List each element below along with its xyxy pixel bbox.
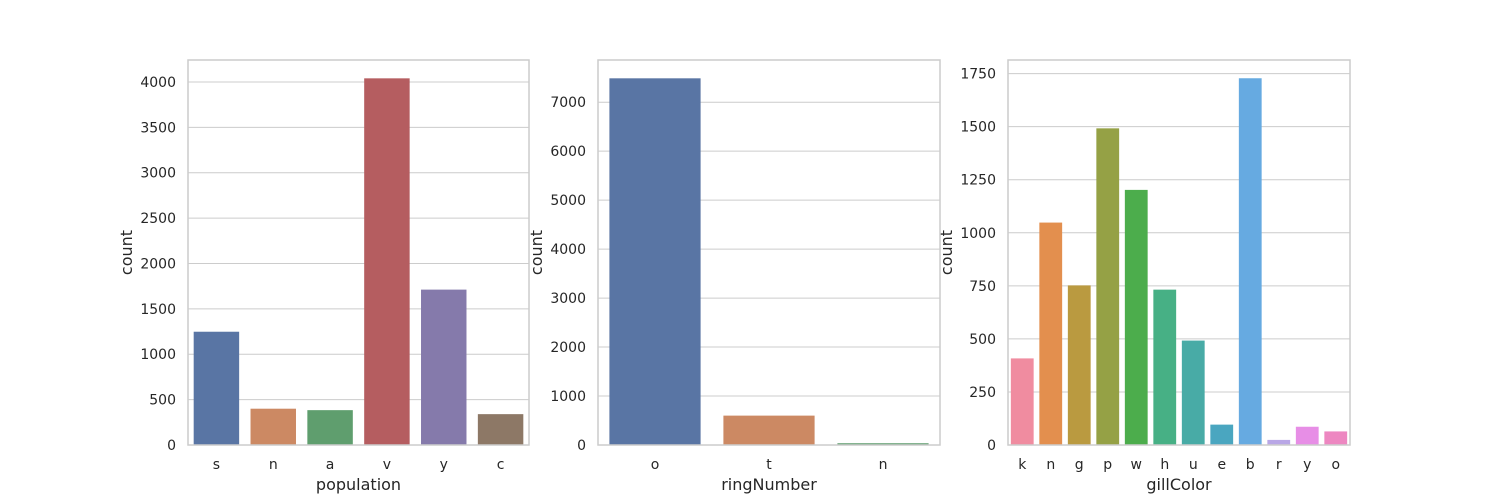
x-axis-label: gillColor [1146,475,1212,494]
y-tick-label: 3000 [550,291,586,307]
bar-s [193,331,240,445]
x-tick-label: a [326,457,335,473]
y-tick-label: 2500 [140,211,176,227]
y-tick-label: 1750 [960,67,996,83]
y-tick-label: 4000 [140,75,176,91]
x-tick-label: p [1103,457,1112,473]
bar-v [364,78,410,445]
bar-y [1295,426,1319,445]
x-tick-label: t [766,457,772,473]
bar-n [250,408,296,445]
y-tick-label: 3000 [140,166,176,182]
y-tick-label: 0 [987,438,996,454]
bar-e [1210,424,1234,445]
subplot-1: 0 500 1000 1500 2000 2500 3000 3500 4000 s n a v y c po… [117,59,530,494]
x-tick-label: e [1217,457,1226,473]
x-tick-label: s [213,457,220,473]
subplot-2: 0 1000 2000 3000 4000 5000 6000 7000 o t n ringNumb… [527,59,941,494]
bar-c [477,414,524,445]
bar-n [837,443,929,445]
x-tick-label: b [1246,457,1255,473]
axes-frame [1007,59,1351,446]
y-tick-label: 1000 [140,347,176,363]
y-tick-label: 5000 [550,193,586,209]
x-tick-label: o [1331,457,1340,473]
y-axis-label: count [527,230,546,275]
bar-b [1238,78,1262,446]
y-tick-label: 1250 [960,173,996,189]
x-tick-label: n [269,457,278,473]
x-tick-label: n [879,457,888,473]
x-tick-label: o [651,457,660,473]
x-tick-label: n [1046,457,1055,473]
x-tick-label: u [1189,457,1198,473]
y-tick-label: 0 [167,438,176,454]
y-tick-label: 750 [969,279,996,295]
axes-frame [597,59,941,446]
y-tick-label: 4000 [550,242,586,258]
subplot-3: 0 250 500 750 1000 1250 1500 1750 k n g p w h u e b r y o gi… [937,59,1351,494]
bar-n [1039,222,1063,445]
bar-p [1096,128,1120,445]
bar-g [1067,285,1091,445]
y-tick-label: 6000 [550,144,586,160]
y-tick-label: 2000 [550,340,586,356]
x-tick-label: y [1303,457,1311,473]
y-tick-label: 250 [969,385,996,401]
bar-t [723,415,815,445]
x-tick-label: c [497,457,505,473]
y-tick-label: 1000 [960,226,996,242]
y-tick-label: 2000 [140,256,176,272]
x-tick-label: g [1075,457,1084,473]
y-tick-label: 3500 [140,120,176,136]
y-tick-label: 500 [969,332,996,348]
y-tick-label: 1500 [960,120,996,136]
x-axis-label: population [316,475,401,494]
x-tick-label: y [440,457,448,473]
bar-k [1010,358,1034,445]
y-axis-label: count [117,230,136,275]
x-tick-label: k [1018,457,1027,473]
axes-frame [187,59,530,446]
y-tick-label: 0 [577,438,586,454]
y-axis-label: count [937,230,956,275]
x-tick-label: r [1276,457,1282,473]
bar-o [609,78,701,446]
x-axis-label: ringNumber [721,475,817,494]
bar-r [1267,439,1291,445]
bar-y [421,289,467,445]
y-tick-label: 1500 [140,302,176,318]
bar-u [1181,340,1205,445]
y-tick-label: 1000 [550,389,586,405]
y-tick-label: 7000 [550,95,586,111]
bar-w [1124,189,1148,445]
bar-o [1324,431,1348,445]
bar-a [307,410,353,445]
x-tick-label: v [383,457,391,473]
x-tick-label: h [1160,457,1169,473]
bar-h [1153,289,1177,445]
y-tick-label: 500 [149,393,176,409]
x-tick-label: w [1131,457,1142,473]
